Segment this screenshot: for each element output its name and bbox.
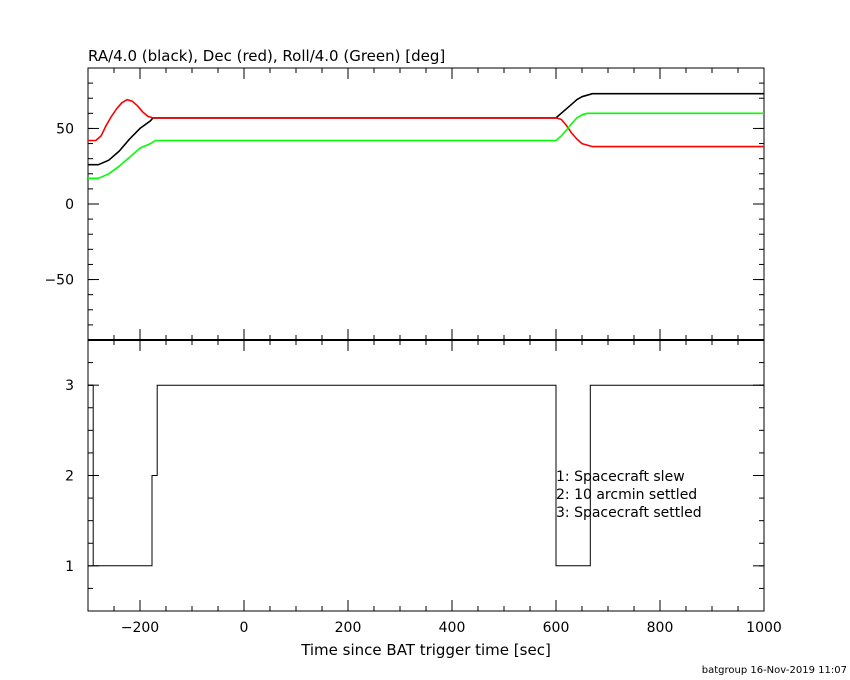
ra-line xyxy=(88,92,764,166)
x-tick-label: 400 xyxy=(439,620,466,636)
footer-stamp: batgroup 16-Nov-2019 11:07 xyxy=(702,665,847,676)
top-y-tick-label: −50 xyxy=(44,273,74,289)
roll-line xyxy=(88,112,764,180)
top-y-tick-label: 0 xyxy=(65,197,74,213)
x-tick-label: 800 xyxy=(647,620,674,636)
bottom-y-tick-label: 3 xyxy=(65,378,74,394)
x-tick-label: 1000 xyxy=(746,620,782,636)
dec-line xyxy=(88,98,764,148)
x-tick-label: 600 xyxy=(543,620,570,636)
bottom-y-tick-label: 1 xyxy=(65,559,74,575)
bottom-y-tick-label: 2 xyxy=(65,469,74,485)
bottom-panel: 1 2 3 1: Spacecraft slew 2: 10 arcmin sett… xyxy=(65,339,765,612)
legend-10-arcmin-settled: 2: 10 arcmin settled xyxy=(556,487,697,503)
x-axis-label: Time since BAT trigger time [sec] xyxy=(300,641,551,659)
legend-slew: 1: Spacecraft slew xyxy=(556,469,685,485)
x-tick-label: 200 xyxy=(335,620,362,636)
x-tick-label: −200 xyxy=(121,620,159,636)
top-y-tick-label: 50 xyxy=(56,121,74,137)
settle-status-line xyxy=(88,384,764,567)
top-panel: −50 0 50 xyxy=(44,67,765,341)
x-tick-label: 0 xyxy=(240,620,249,636)
legend-settled: 3: Spacecraft settled xyxy=(556,505,702,521)
top-chart-title: RA/4.0 (black), Dec (red), Roll/4.0 (Gre… xyxy=(88,47,445,65)
top-plot-frame xyxy=(87,67,765,341)
